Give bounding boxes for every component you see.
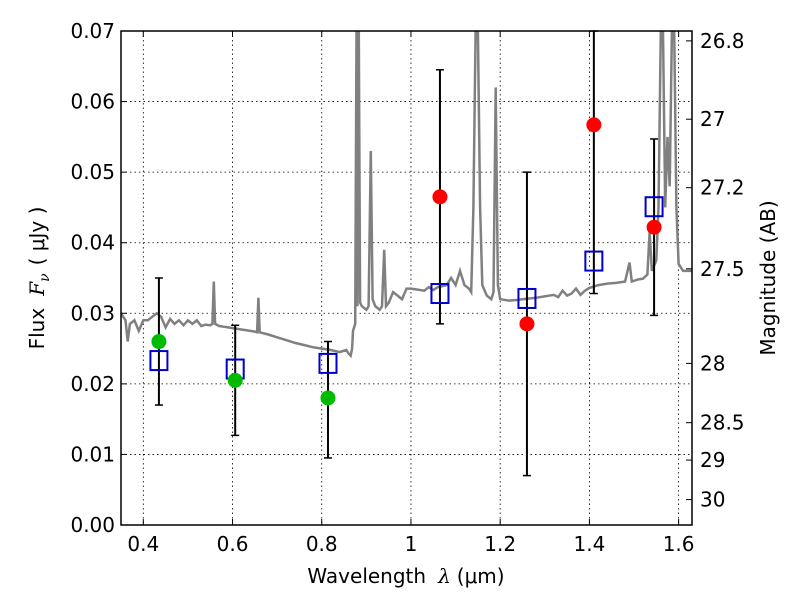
error-bars: [154, 30, 659, 477]
y2-tick-label: 26.8: [700, 29, 745, 53]
x-tick-label: 0.6: [217, 532, 249, 556]
y-tick-label: 0.00: [70, 513, 115, 537]
x-axis-label: Wavelength λ (μm): [307, 564, 504, 588]
model-square-marker: [644, 196, 664, 218]
x-tick-label: 1: [405, 532, 418, 556]
observed-point-green: [151, 334, 167, 350]
axis-ticks: 0.4 0.6 0.8 1 1.2 1.4 1.6 0.00 0.01 0.02 0.03 0.04 0…: [70, 19, 744, 556]
y2-axis-label: Magnitude (AB): [756, 200, 780, 355]
observed-point-red: [586, 117, 602, 133]
x-tick-label: 0.4: [127, 532, 159, 556]
y2-tick-label: 28: [700, 351, 725, 375]
y-tick-label: 0.05: [70, 160, 115, 184]
plot-frame: [120, 30, 693, 526]
model-square-marker: [149, 350, 169, 372]
y2-tick-label: 30: [700, 488, 725, 512]
observed-point-green: [320, 390, 336, 406]
y2-tick-label: 27.5: [700, 257, 745, 281]
x-tick-label: 0.8: [306, 532, 338, 556]
x-tick-label: 1.4: [573, 532, 605, 556]
y-tick-label: 0.02: [70, 372, 115, 396]
y2-tick-label: 27: [700, 107, 725, 131]
model-squares: [149, 196, 664, 380]
observed-point-green: [227, 372, 243, 388]
y-tick-label: 0.07: [70, 19, 115, 43]
y2-tick-label: 27.2: [700, 176, 745, 200]
y2-tick-label: 29: [700, 448, 725, 472]
y2-tick-label: 28.5: [700, 411, 745, 435]
grid-lines: [121, 30, 692, 526]
observed-point-red: [432, 189, 448, 205]
template-spectrum-line: [121, 31, 692, 359]
x-tick-label: 1.2: [484, 532, 516, 556]
template-spectrum: [121, 31, 692, 359]
y-tick-label: 0.06: [70, 90, 115, 114]
model-square-marker: [318, 352, 338, 374]
model-square-marker: [584, 250, 604, 272]
observed-points: [151, 117, 662, 406]
y-tick-label: 0.04: [70, 231, 115, 255]
model-square-marker: [430, 283, 450, 305]
model-square-marker: [517, 287, 537, 309]
y-axis-label: FluxFν( μJy ): [25, 207, 53, 350]
x-tick-label: 1.6: [663, 532, 695, 556]
y-tick-label: 0.03: [70, 301, 115, 325]
observed-point-red: [519, 316, 535, 332]
observed-point-red: [646, 219, 662, 235]
y-tick-label: 0.01: [70, 442, 115, 466]
